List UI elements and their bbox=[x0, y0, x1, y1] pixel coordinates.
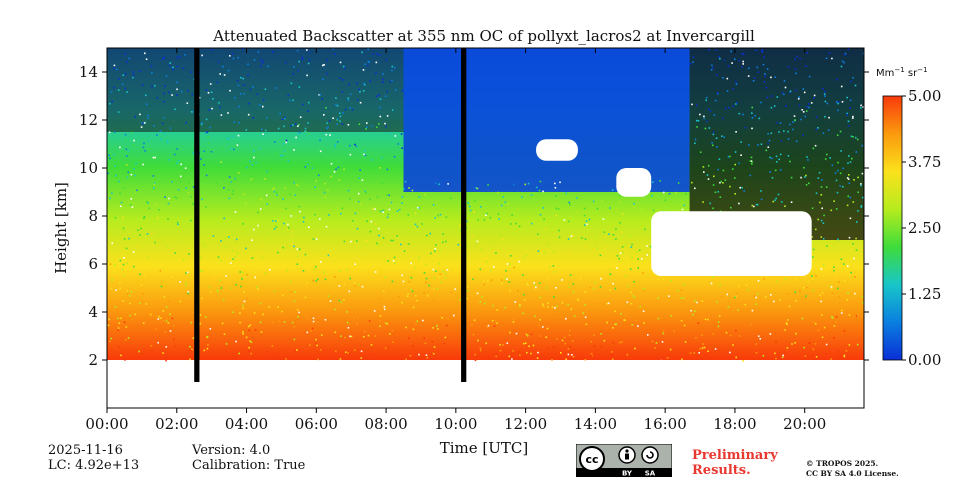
colorbar-tick-label: 1.25 bbox=[908, 285, 941, 303]
no-data-gap-0 bbox=[194, 48, 200, 382]
colorbar-tick-label: 3.75 bbox=[908, 153, 941, 171]
chart-title: Attenuated Backscatter at 355 nm OC of p… bbox=[212, 27, 755, 45]
unit-exp1: −1 bbox=[894, 66, 904, 74]
x-tick-label: 08:00 bbox=[364, 415, 407, 433]
colorbar-bar bbox=[882, 95, 903, 361]
y-tick-label: 12 bbox=[79, 111, 98, 129]
cloud-0 bbox=[651, 211, 812, 276]
colorbar-tick-label: 0.00 bbox=[908, 351, 941, 369]
unit-exp2: −1 bbox=[917, 66, 927, 74]
y-tick-label: 8 bbox=[88, 207, 98, 225]
y-tick-label: 14 bbox=[79, 63, 98, 81]
x-tick-label: 10:00 bbox=[434, 415, 477, 433]
y-axis: 2 4 6 8 10 12 14 bbox=[79, 63, 869, 369]
version-label: Version: 4.0 bbox=[192, 443, 271, 458]
x-tick-label: 00:00 bbox=[85, 415, 128, 433]
meta-mid: Version: 4.0 Calibration: True bbox=[192, 443, 305, 473]
copyright-line2: CC BY SA 4.0 License. bbox=[806, 469, 899, 478]
y-tick-label: 6 bbox=[88, 255, 98, 273]
colorbar-tick-label: 5.00 bbox=[908, 87, 941, 105]
cloud-1 bbox=[616, 168, 652, 197]
x-tick-label: 18:00 bbox=[713, 415, 756, 433]
clear-sky-region bbox=[403, 48, 690, 192]
cc-text: cc bbox=[585, 453, 598, 466]
y-tick-label: 4 bbox=[88, 303, 98, 321]
calibration-label: Calibration: True bbox=[192, 458, 306, 473]
preliminary-line2: Results. bbox=[692, 463, 751, 478]
cc-license-badge: cc BY SA bbox=[576, 444, 672, 477]
cc-icon bbox=[579, 446, 605, 472]
unit-mid: sr bbox=[905, 68, 918, 79]
colorbar-unit: Mm−1 sr−1 bbox=[876, 66, 928, 79]
x-tick-label: 12:00 bbox=[504, 415, 547, 433]
y-axis-label: Height [km] bbox=[52, 182, 70, 274]
plot-frame bbox=[106, 47, 865, 409]
colorbar: Mm−1 sr−1 0.001.252.503.755.00 bbox=[876, 66, 941, 369]
unit-main: Mm bbox=[876, 68, 894, 79]
sa-text: SA bbox=[645, 470, 656, 478]
y-tick-label: 10 bbox=[79, 159, 98, 177]
noise-region-evening bbox=[689, 48, 864, 240]
by-text: BY bbox=[622, 470, 633, 478]
plot-area bbox=[107, 48, 864, 408]
lc-label: LC: 4.92e+13 bbox=[48, 458, 140, 473]
meta-left: 2025-11-16 LC: 4.92e+13 bbox=[48, 443, 139, 473]
preliminary-results: Preliminary Results. bbox=[692, 448, 778, 478]
sa-icon bbox=[641, 446, 659, 464]
no-data-gap-1 bbox=[461, 48, 467, 382]
x-tick-label: 02:00 bbox=[155, 415, 198, 433]
copyright-line1: © TROPOS 2025. bbox=[806, 459, 879, 468]
copyright-notice: © TROPOS 2025. CC BY SA 4.0 License. bbox=[806, 459, 899, 479]
x-tick-label: 04:00 bbox=[225, 415, 268, 433]
x-tick-label: 20:00 bbox=[783, 415, 826, 433]
noise-region-night bbox=[107, 48, 404, 132]
x-tick-label: 16:00 bbox=[644, 415, 687, 433]
cloud-2 bbox=[536, 139, 578, 161]
colorbar-tick-label: 2.50 bbox=[908, 219, 941, 237]
date-label: 2025-11-16 bbox=[48, 443, 123, 458]
x-axis: 00:00 02:00 04:00 06:00 08:00 10:00 12:00 14:00… bbox=[85, 48, 826, 433]
y-tick-label: 2 bbox=[88, 351, 98, 369]
x-tick-label: 14:00 bbox=[574, 415, 617, 433]
preliminary-line1: Preliminary bbox=[692, 448, 778, 463]
x-tick-label: 06:00 bbox=[295, 415, 338, 433]
x-axis-label: Time [UTC] bbox=[440, 439, 529, 457]
